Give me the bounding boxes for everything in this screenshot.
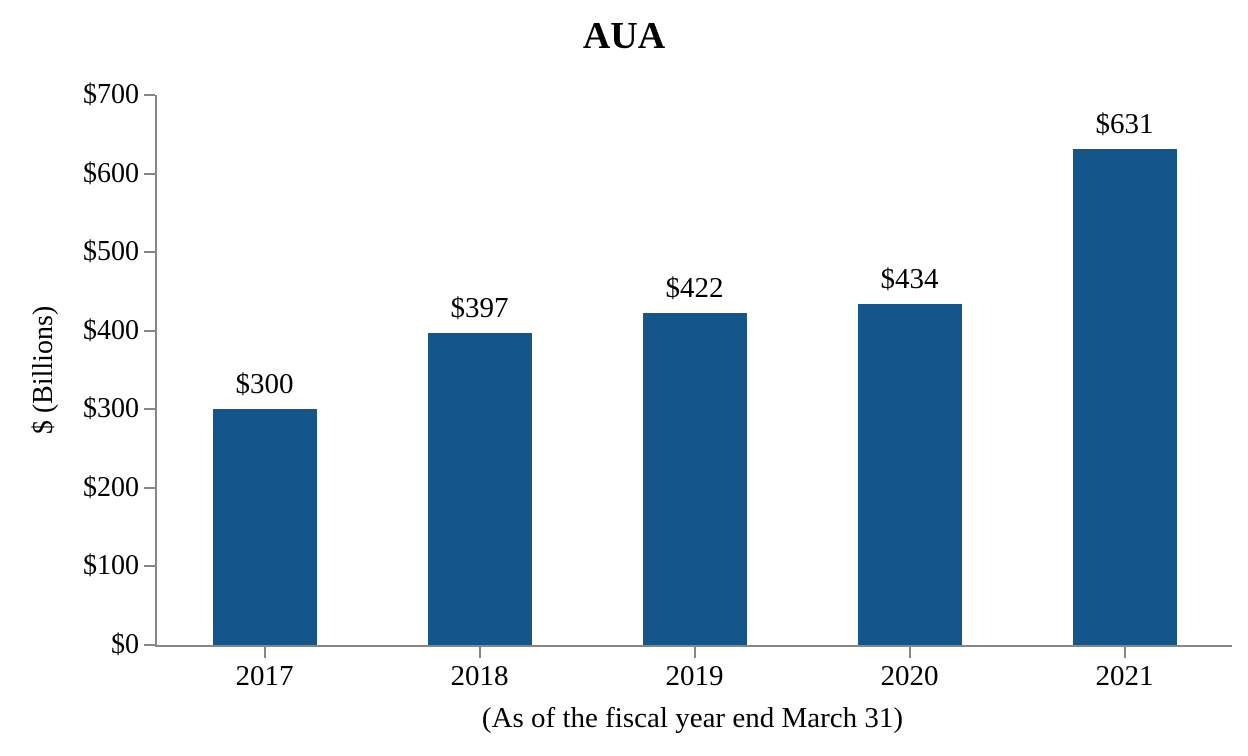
bar-slot: $422 2019 — [587, 95, 802, 691]
bar-value-label: $631 — [1095, 108, 1154, 141]
bar-slot: $300 2017 — [157, 95, 372, 691]
x-tick-mark — [1123, 647, 1126, 658]
y-tick-label: $100 — [83, 550, 139, 582]
x-axis-label: 2019 — [665, 660, 724, 692]
y-tick-label: $400 — [83, 314, 139, 346]
bar-value-label: $397 — [450, 292, 509, 325]
x-axis-label: 2018 — [450, 660, 509, 692]
y-tick-mark — [144, 172, 155, 175]
y-tick-mark — [144, 486, 155, 489]
bar-2017 — [212, 409, 317, 645]
y-tick-label: $0 — [111, 629, 139, 660]
x-tick-mark — [478, 647, 481, 658]
bar-slot: $631 2021 — [1017, 95, 1232, 691]
bar-2018 — [427, 333, 532, 645]
y-tick-label: $200 — [83, 471, 139, 503]
chart-title: AUA — [582, 15, 666, 57]
bar-value-label: $434 — [880, 263, 939, 295]
y-tick-mark — [144, 408, 155, 411]
bar-slot: $397 2018 — [372, 95, 587, 691]
bar-2019 — [642, 313, 747, 645]
y-tick-mark — [144, 644, 155, 646]
y-tick-mark — [144, 251, 155, 254]
x-tick-mark — [908, 647, 911, 658]
y-tick-label: $500 — [83, 236, 139, 268]
bar-value-label: $300 — [235, 368, 294, 401]
bar-slot: $434 2020 — [802, 95, 1017, 691]
plot-area: $0 $100 $200 $300 $400 $500 $600 $700 $300 2017 $3… — [83, 81, 1232, 691]
y-tick-mark — [144, 565, 155, 568]
bar-value-label: $422 — [665, 272, 724, 305]
x-tick-mark — [693, 647, 696, 658]
bar-2020 — [857, 304, 962, 645]
bar-2021 — [1072, 149, 1177, 645]
x-axis-label: 2017 — [235, 660, 294, 692]
x-axis-label: 2020 — [880, 660, 939, 692]
y-tick-mark — [144, 94, 155, 96]
y-tick-label: $300 — [83, 393, 139, 425]
x-axis-label: 2021 — [1095, 660, 1154, 692]
y-tick-label: $700 — [83, 79, 139, 110]
x-axis-caption: (As of the fiscal year end March 31) — [481, 702, 904, 734]
x-tick-mark — [263, 647, 266, 658]
y-tick-label: $600 — [83, 157, 139, 189]
y-axis-title: $ (Billions) — [28, 305, 59, 435]
y-tick-mark — [144, 329, 155, 332]
